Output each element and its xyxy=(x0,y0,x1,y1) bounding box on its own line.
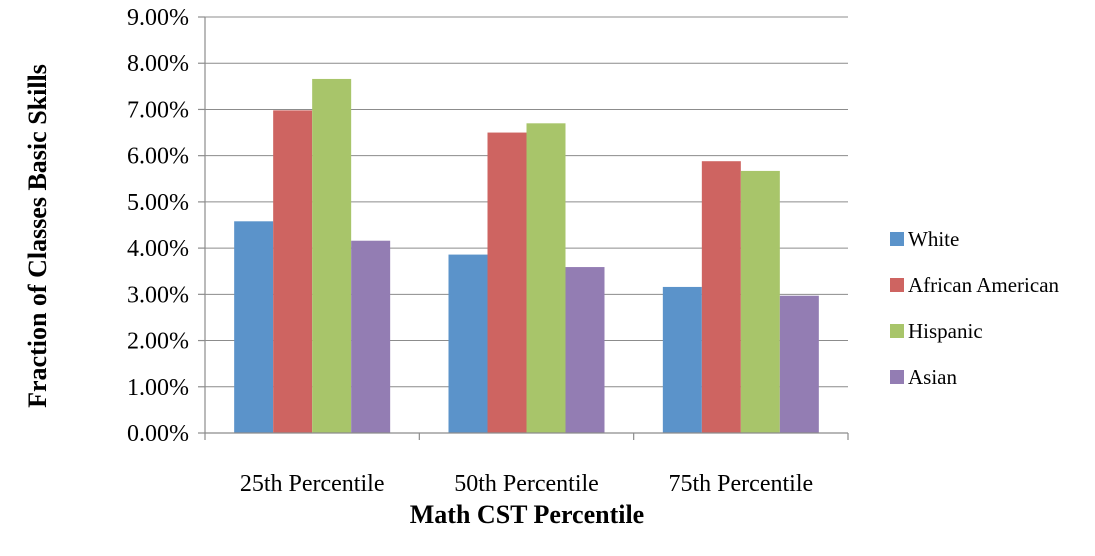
bar-hispanic xyxy=(740,170,780,434)
y-tick-label: 9.00% xyxy=(127,5,189,31)
y-tick-label: 7.00% xyxy=(127,97,189,123)
legend-swatch xyxy=(890,278,904,292)
bar-hispanic xyxy=(526,123,566,434)
y-tick-label: 8.00% xyxy=(127,51,189,77)
legend-label: Asian xyxy=(908,365,957,389)
y-tick-label: 4.00% xyxy=(127,236,189,262)
legend-swatch xyxy=(890,324,904,338)
bar-african-american xyxy=(701,161,741,434)
x-axis-title: Math CST Percentile xyxy=(410,500,644,529)
x-tick-label: 75th Percentile xyxy=(669,471,814,497)
bar-asian xyxy=(779,295,819,433)
x-tick-label: 25th Percentile xyxy=(240,471,385,497)
bar-asian xyxy=(565,267,605,433)
y-tick-label: 3.00% xyxy=(127,282,189,308)
bar-asian xyxy=(351,240,391,433)
bar-white xyxy=(234,221,274,433)
bar-african-american xyxy=(273,110,313,433)
bars xyxy=(234,78,819,434)
y-tick-label: 5.00% xyxy=(127,190,189,216)
bar-white xyxy=(662,286,702,433)
legend-swatch xyxy=(890,370,904,384)
y-tick-label: 2.00% xyxy=(127,329,189,355)
y-tick-label: 1.00% xyxy=(127,375,189,401)
x-tick-labels: 25th Percentile 50th Percentile 75th Perce… xyxy=(240,471,813,497)
y-tick-label: 0.00% xyxy=(127,421,189,447)
x-tick-label: 50th Percentile xyxy=(454,471,599,497)
y-axis-title: Fraction of Classes Basic Skills xyxy=(23,64,52,408)
legend: White African American Hispanic Asian xyxy=(890,227,1060,389)
bar-african-american xyxy=(487,132,527,434)
y-tick-labels: 0.00% 1.00% 2.00% 3.00% 4.00% 5.00% 6.00% 7.00%… xyxy=(127,5,189,447)
axes xyxy=(198,16,849,440)
y-tick-label: 6.00% xyxy=(127,144,189,170)
legend-label: African American xyxy=(908,273,1060,297)
bar-hispanic xyxy=(312,78,352,433)
bar-white xyxy=(448,254,488,433)
legend-label: White xyxy=(908,227,959,251)
legend-label: Hispanic xyxy=(908,319,983,343)
legend-swatch xyxy=(890,232,904,246)
